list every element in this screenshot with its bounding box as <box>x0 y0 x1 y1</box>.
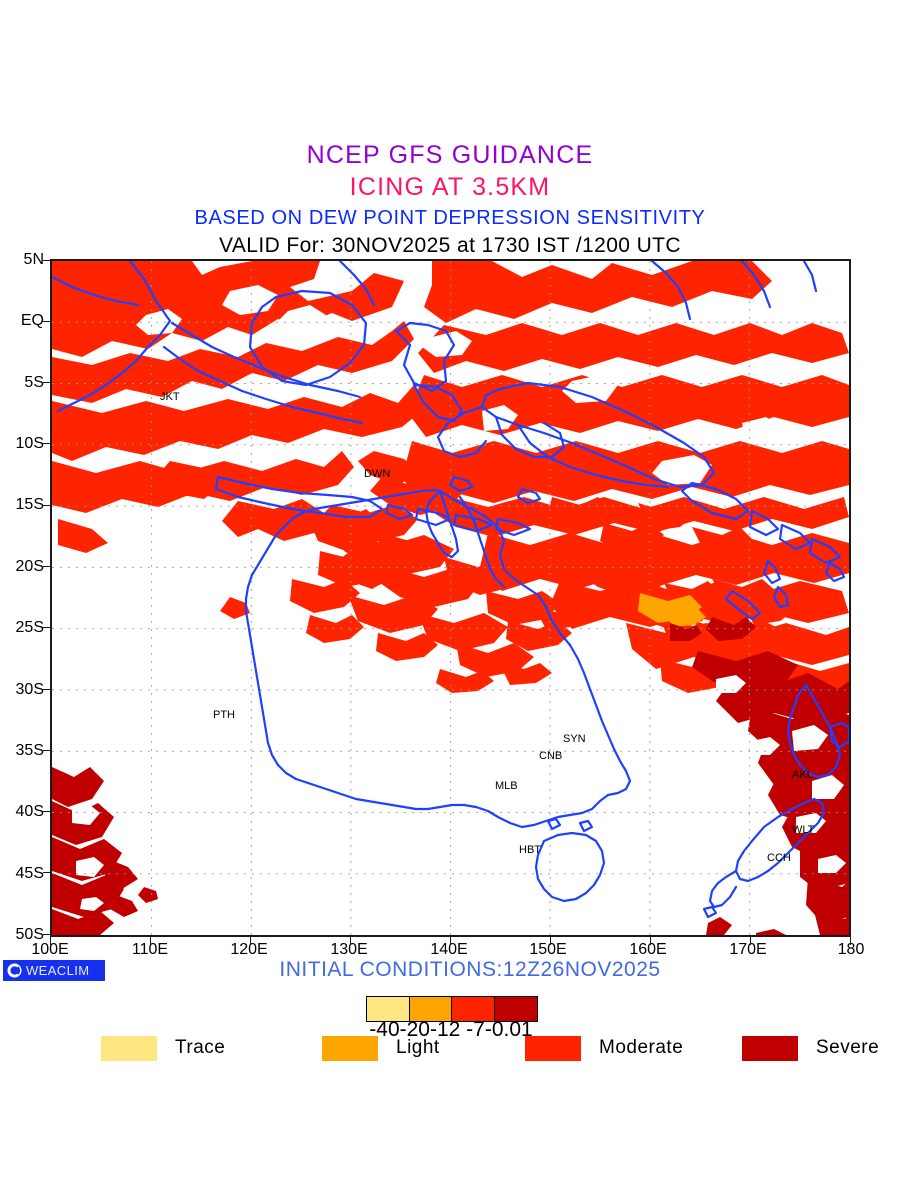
x-tick-label: 130E <box>330 941 368 958</box>
city-markers: JKT DWN PTH SYN CNB MLB HBT AKL <box>160 391 815 864</box>
weaclim-logo-badge[interactable]: WEACLIM <box>3 960 105 981</box>
legend-item-moderate: Moderate <box>525 1033 683 1063</box>
city-label-jkt: JKT <box>160 391 180 403</box>
x-tick-mark <box>450 937 451 945</box>
weaclim-logo-text: WEACLIM <box>26 963 90 978</box>
severity-legend: Trace Light Moderate Severe <box>0 1033 900 1063</box>
colorbar-cell-trace <box>367 997 410 1021</box>
x-tick-mark <box>50 937 51 945</box>
colorbar-cell-moderate <box>452 997 495 1021</box>
legend-swatch-severe <box>742 1035 798 1061</box>
x-tick-mark <box>350 937 351 945</box>
legend-label-light: Light <box>396 1037 440 1058</box>
y-tick-mark <box>43 565 52 567</box>
x-tick-mark <box>750 937 751 945</box>
x-tick-mark <box>850 937 851 945</box>
weaclim-circle-icon <box>7 963 22 978</box>
map-gridlines <box>52 261 849 935</box>
page-title-product: ICING AT 3.5KM <box>349 173 551 201</box>
y-tick-mark <box>43 443 52 445</box>
x-tick-mark <box>650 937 651 945</box>
legend-item-trace: Trace <box>101 1033 225 1063</box>
x-tick-mark <box>150 937 151 945</box>
y-tick-label: 10S <box>15 435 44 452</box>
x-tick-label: 180 <box>837 941 865 958</box>
x-tick-label: 160E <box>629 941 667 958</box>
legend-item-severe: Severe <box>742 1033 879 1063</box>
city-label-pth: PTH <box>213 709 235 721</box>
colorbar-tick-labels: -40-20-12 -7-0.01 <box>369 1018 533 1041</box>
x-tick-label: 140E <box>430 941 468 958</box>
y-tick-label: EQ <box>20 312 44 329</box>
y-tick-label: 15S <box>15 496 44 513</box>
colorbar-cell-light <box>409 997 452 1021</box>
x-tick-label: 110E <box>131 941 169 958</box>
y-tick-mark <box>43 627 52 629</box>
x-tick-mark <box>250 937 251 945</box>
y-tick-mark <box>43 320 52 322</box>
y-tick-label: 5S <box>24 374 44 391</box>
y-tick-mark <box>43 504 52 506</box>
icing-light-layer <box>638 593 706 627</box>
legend-swatch-light <box>322 1035 378 1061</box>
y-tick-mark <box>43 382 52 384</box>
city-label-cch: CCH <box>767 852 791 864</box>
x-tick-label: 100E <box>31 941 69 958</box>
y-tick-mark <box>43 688 52 690</box>
y-tick-mark <box>43 749 52 751</box>
y-tick-label: 5N <box>23 251 44 268</box>
y-tick-label: 20S <box>15 558 44 575</box>
y-tick-label: 35S <box>15 742 44 759</box>
city-label-hbt: HBT <box>519 844 541 856</box>
legend-label-severe: Severe <box>816 1037 880 1058</box>
y-tick-mark <box>43 933 52 935</box>
icing-map-canvas: JKT DWN PTH SYN CNB MLB HBT AKL <box>52 261 849 935</box>
x-tick-label: 120E <box>230 941 268 958</box>
city-label-dwn: DWN <box>364 468 390 480</box>
legend-label-moderate: Moderate <box>599 1037 684 1058</box>
x-tick-label: 150E <box>529 941 567 958</box>
y-tick-label: 25S <box>15 619 44 636</box>
icing-gaps-layer <box>72 285 846 911</box>
y-tick-label: 50S <box>15 926 44 943</box>
legend-label-trace: Trace <box>175 1037 226 1058</box>
city-label-syn: SYN <box>563 733 586 745</box>
coastlines <box>52 261 849 919</box>
y-tick-mark <box>43 811 52 812</box>
y-tick-label: 30S <box>15 681 44 698</box>
legend-swatch-trace <box>101 1035 157 1061</box>
x-tick-mark <box>550 937 551 945</box>
page-subtitle-validtime: VALID For: 30NOV2025 at 1730 IST /1200 U… <box>219 234 681 257</box>
y-tick-mark <box>43 259 52 261</box>
colorbar-cell-severe <box>494 997 537 1021</box>
map-plot-frame: JKT DWN PTH SYN CNB MLB HBT AKL <box>50 259 851 937</box>
legend-swatch-moderate <box>525 1035 581 1061</box>
page-subtitle-method: BASED ON DEW POINT DEPRESSION SENSITIVIT… <box>194 207 706 229</box>
legend-item-light: Light <box>322 1033 440 1063</box>
city-label-akl: AKL <box>792 769 813 781</box>
x-tick-label: 170E <box>729 941 767 958</box>
initial-conditions-text: INITIAL CONDITIONS:12Z26NOV2025 <box>279 958 661 981</box>
y-tick-mark <box>43 872 52 874</box>
y-tick-label: 45S <box>15 865 44 882</box>
city-label-mlb: MLB <box>495 780 518 792</box>
colorbar-cells <box>366 996 538 1022</box>
city-label-wlt: WLT <box>792 824 815 836</box>
page-title-model: NCEP GFS GUIDANCE <box>306 141 594 169</box>
city-label-cnb: CNB <box>539 750 562 762</box>
y-tick-label: 40S <box>15 803 44 820</box>
colorbar <box>322 996 580 1022</box>
